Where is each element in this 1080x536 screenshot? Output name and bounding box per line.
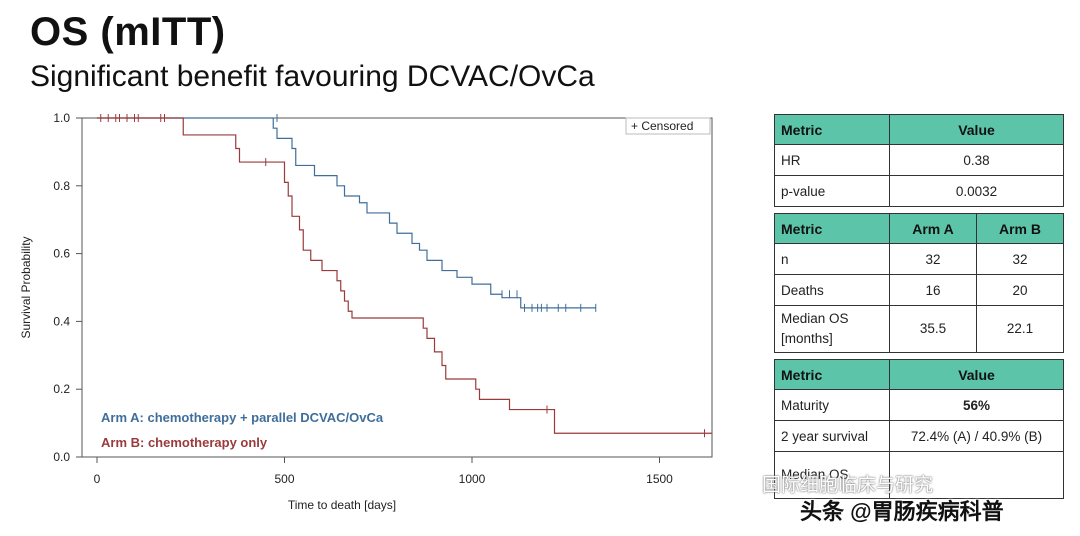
x-tick-label: 0 xyxy=(94,472,101,486)
table-cell xyxy=(889,451,1064,499)
maturity-table: Metric Value Maturity 56% 2 year surviva… xyxy=(774,359,1064,499)
table-header: Metric xyxy=(774,359,890,390)
table-row: Deaths 16 20 xyxy=(774,274,1064,306)
legend-arm-a: Arm A: chemotherapy + parallel DCVAC/OvC… xyxy=(101,410,384,425)
table-cell: n xyxy=(774,243,890,275)
y-axis-label: Survival Probability xyxy=(19,236,33,338)
table-row: n 32 32 xyxy=(774,243,1064,275)
x-tick-label: 1000 xyxy=(459,472,486,486)
series-line-arm-a xyxy=(97,117,596,309)
table-header: Arm A xyxy=(889,213,977,244)
y-tick-label: 0.8 xyxy=(53,179,70,193)
table-cell: 32 xyxy=(976,243,1064,275)
y-tick-label: 0.0 xyxy=(53,450,70,464)
y-tick-label: 0.4 xyxy=(53,314,70,328)
y-tick-label: 0.2 xyxy=(53,382,70,396)
table-cell: Deaths xyxy=(774,274,890,306)
series-line-arm-b xyxy=(97,117,712,434)
y-tick-label: 1.0 xyxy=(53,111,70,125)
legend-arm-b: Arm B: chemotherapy only xyxy=(101,435,268,450)
table-header: Value xyxy=(889,114,1064,145)
table-cell: 2 year survival xyxy=(774,420,890,452)
watermark-handle: 头条 @胃肠疾病科普 xyxy=(800,499,1004,524)
table-cell: Maturity xyxy=(774,389,890,421)
table-row: Median OS [months] 35.5 22.1 xyxy=(774,305,1064,353)
page-subtitle: Significant benefit favouring DCVAC/OvCa xyxy=(30,60,595,93)
maturity-value: 56% xyxy=(889,389,1064,421)
page-title: OS (mITT) xyxy=(30,10,226,54)
x-axis-label: Time to death [days] xyxy=(288,498,396,512)
table-header: Metric xyxy=(774,213,890,244)
table-header-row: Metric Value xyxy=(774,359,1064,390)
table-row: Median OS xyxy=(774,451,1064,499)
table-header-row: Metric Arm A Arm B xyxy=(774,213,1064,244)
arms-table: Metric Arm A Arm B n 32 32 Deaths 16 20 … xyxy=(774,213,1064,353)
censored-legend-box xyxy=(625,117,711,135)
table-cell: Median OS [months] xyxy=(774,305,890,353)
table-header-row: Metric Value xyxy=(774,114,1064,145)
table-cell: HR xyxy=(774,144,890,176)
x-tick-label: 500 xyxy=(274,472,294,486)
table-cell: 20 xyxy=(976,274,1064,306)
table-row: 2 year survival 72.4% (A) / 40.9% (B) xyxy=(774,420,1064,452)
watermark-text: 国际细胞临床与研究 xyxy=(762,475,934,496)
censored-legend-label: + Censored xyxy=(631,119,693,133)
table-row: p-value 0.0032 xyxy=(774,175,1064,207)
y-tick-label: 0.6 xyxy=(53,247,70,261)
table-cell: 32 xyxy=(889,243,977,275)
table-cell: 35.5 xyxy=(889,305,977,353)
table-cell: 0.38 xyxy=(889,144,1064,176)
table-row: HR 0.38 xyxy=(774,144,1064,176)
table-cell: 22.1 xyxy=(976,305,1064,353)
x-tick-label: 1500 xyxy=(646,472,673,486)
table-cell: 16 xyxy=(889,274,977,306)
table-header: Arm B xyxy=(976,213,1064,244)
table-cell: 72.4% (A) / 40.9% (B) xyxy=(889,420,1064,452)
hr-table: Metric Value HR 0.38 p-value 0.0032 xyxy=(774,114,1064,207)
plot-frame xyxy=(81,117,713,458)
results-tables: Metric Value HR 0.38 p-value 0.0032 Metr… xyxy=(774,114,1064,505)
table-header: Metric xyxy=(774,114,890,145)
table-cell: p-value xyxy=(774,175,890,207)
table-row: Maturity 56% xyxy=(774,389,1064,421)
table-cell: Median OS xyxy=(774,451,890,499)
survival-chart: 0.0 0.2 0.4 0.6 0.8 1.0 0 500 1000 1500 Time to de… xyxy=(19,111,713,512)
table-cell: 0.0032 xyxy=(889,175,1064,207)
table-header: Value xyxy=(889,359,1064,390)
